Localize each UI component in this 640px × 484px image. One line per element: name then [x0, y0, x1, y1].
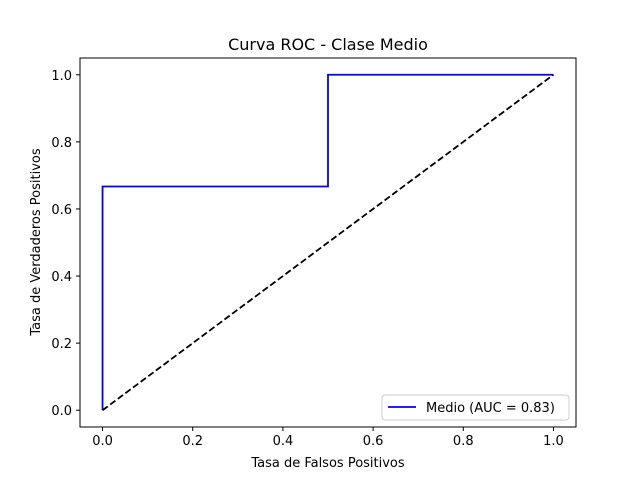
- y-tick-label: 0.0: [51, 404, 72, 419]
- x-tick-label: 0.8: [453, 434, 474, 449]
- x-axis-label: Tasa de Falsos Positivos: [250, 456, 405, 471]
- legend-box: [381, 394, 570, 421]
- y-axis-ticks: 0.0 0.2 0.4 0.6 0.8 1.0: [51, 69, 80, 419]
- x-tick-label: 1.0: [543, 434, 564, 449]
- y-tick-label: 1.0: [51, 69, 72, 84]
- y-tick-label: 0.4: [51, 270, 72, 285]
- y-tick-label: 0.8: [51, 136, 72, 151]
- x-axis-ticks: 0.0 0.2 0.4 0.6 0.8 1.0: [92, 427, 564, 449]
- x-tick-label: 0.6: [363, 434, 384, 449]
- legend: Medio (AUC = 0.83): [381, 394, 570, 421]
- axes-frame: [79, 57, 577, 428]
- y-tick-label: 0.2: [51, 337, 72, 352]
- x-tick-label: 0.4: [273, 434, 294, 449]
- roc-curve: [101, 73, 554, 411]
- legend-label: Medio (AUC = 0.83): [426, 401, 555, 416]
- diagonal-reference-line: [102, 74, 554, 411]
- y-tick-label: 0.6: [51, 203, 72, 218]
- plot-area: [101, 73, 554, 411]
- x-tick-label: 0.2: [182, 434, 203, 449]
- chart-title: Curva ROC - Clase Medio: [228, 35, 428, 54]
- y-axis-label: Tasa de Verdaderos Positivos: [29, 148, 44, 336]
- x-tick-label: 0.0: [92, 434, 113, 449]
